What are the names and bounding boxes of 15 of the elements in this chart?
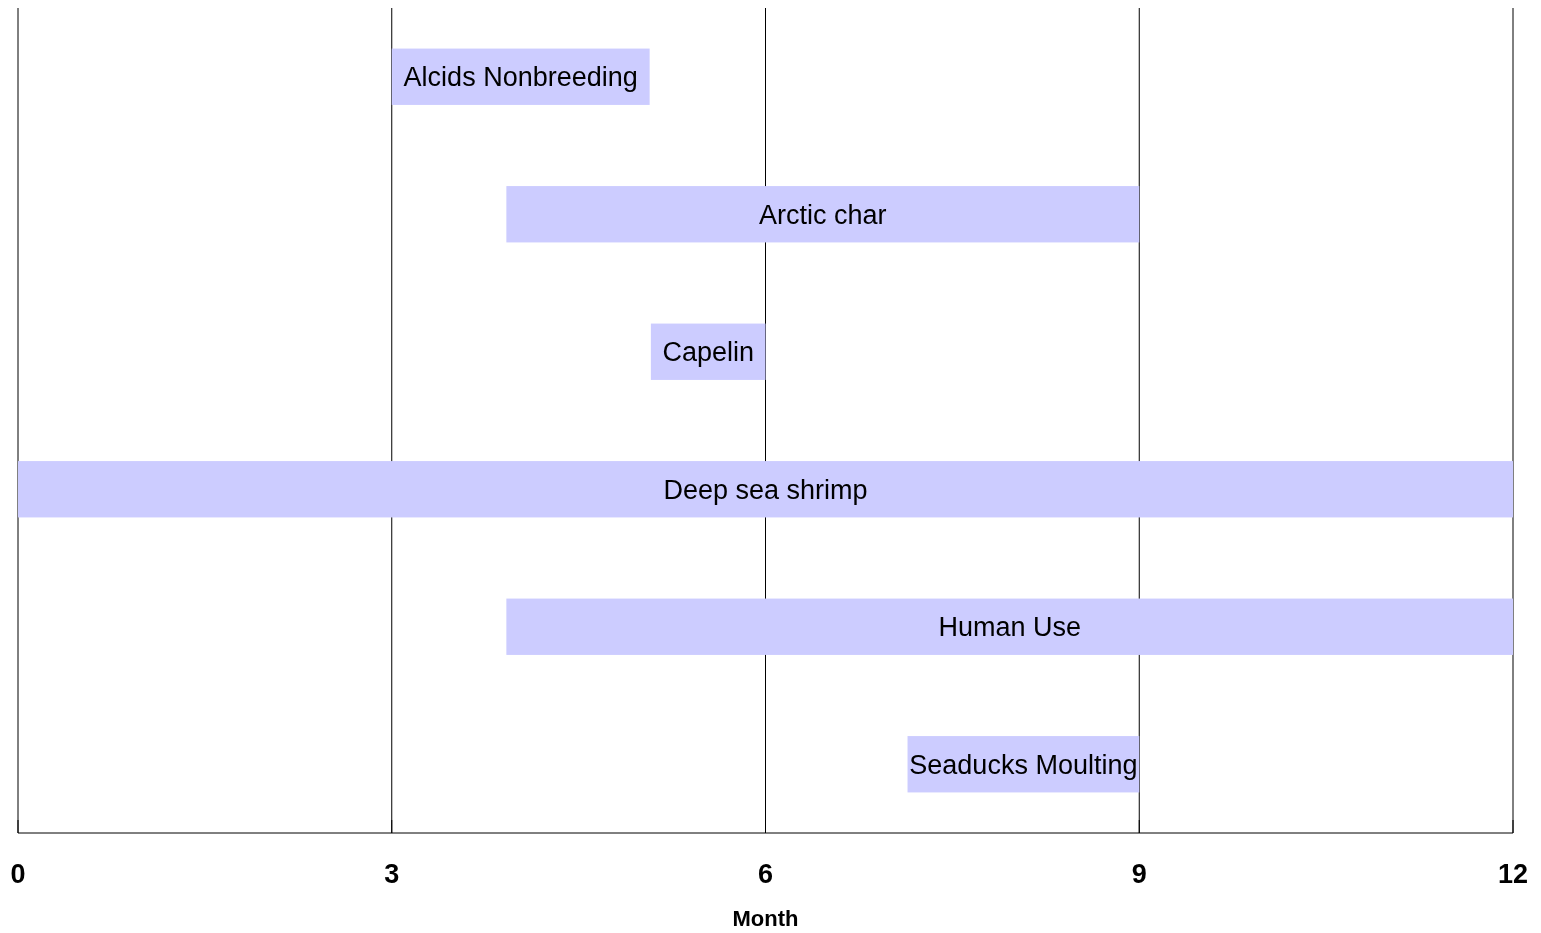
- y-tick-label: Capelin: [662, 337, 754, 368]
- y-tick-label: Deep sea shrimp: [663, 474, 868, 505]
- x-tick-label: 9: [1131, 859, 1147, 889]
- x-tick-label: 12: [1497, 859, 1529, 889]
- y-tick-label: Human Use: [938, 612, 1081, 643]
- x-axis-title: Month: [732, 906, 799, 931]
- x-tick-label: 3: [384, 859, 400, 889]
- y-tick-label: Seaducks Moulting: [909, 749, 1138, 780]
- bar: [506, 186, 1140, 243]
- y-tick-label: Alcids Nonbreeding: [403, 62, 638, 93]
- x-tick-label: 6: [757, 859, 774, 889]
- x-tick-label: 0: [10, 859, 26, 889]
- bar: [506, 598, 1513, 655]
- bar: [18, 461, 1513, 518]
- y-tick-label: Arctic char: [759, 199, 887, 230]
